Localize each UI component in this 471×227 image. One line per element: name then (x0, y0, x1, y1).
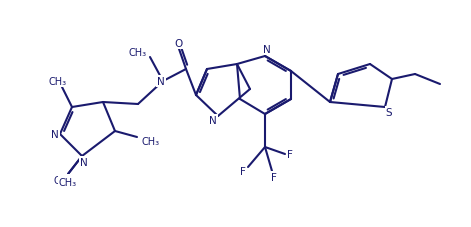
Text: N: N (51, 129, 59, 139)
Text: CH₃: CH₃ (141, 136, 159, 146)
Text: CH₃: CH₃ (129, 48, 147, 58)
Text: O: O (174, 39, 182, 49)
Text: N: N (80, 157, 88, 167)
Text: N: N (157, 77, 165, 87)
Text: CH₃: CH₃ (59, 177, 77, 187)
Text: F: F (240, 166, 246, 176)
Text: F: F (271, 172, 277, 182)
Text: N: N (263, 45, 271, 55)
Text: CH₃: CH₃ (54, 175, 72, 185)
Text: N: N (209, 116, 217, 126)
Text: F: F (287, 149, 293, 159)
Text: CH₃: CH₃ (49, 77, 67, 87)
Text: S: S (386, 108, 392, 118)
